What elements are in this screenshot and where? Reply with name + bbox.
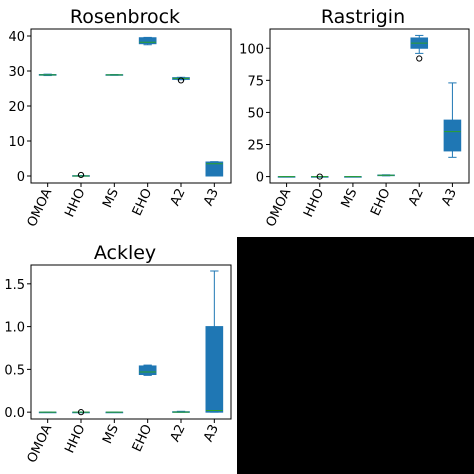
x-tick-label: OMOA xyxy=(25,186,56,229)
box-omoa xyxy=(277,176,296,178)
box-body xyxy=(205,326,224,413)
box-eho xyxy=(138,364,157,376)
x-tick-label: A3 xyxy=(439,186,460,208)
outlier-point xyxy=(77,409,85,416)
box-hho xyxy=(310,173,329,180)
empty-panel xyxy=(237,237,474,474)
y-tick-label: 10 xyxy=(8,135,25,150)
x-tick-label: HHO xyxy=(62,422,88,455)
x-tick-label: OMOA xyxy=(25,422,56,465)
y-tick-label: 0.5 xyxy=(4,363,25,378)
outlier-point xyxy=(316,173,323,180)
box-a2 xyxy=(172,410,190,413)
y-tick-label: 40 xyxy=(8,30,25,45)
chart-title: Ackley xyxy=(94,242,156,264)
outlier-point xyxy=(77,171,85,179)
x-tick-label: A3 xyxy=(201,186,222,208)
x-tick-label: OMOA xyxy=(264,186,295,229)
x-tick-label: EHO xyxy=(130,422,156,454)
y-tick-label: 50 xyxy=(247,106,264,121)
y-tick-label: 30 xyxy=(8,65,25,80)
y-tick-label: 75 xyxy=(247,74,264,89)
ackley-chart: Ackley 0.0 0.5 1.0 1.5 OMOA HHO MS EHO A2 A3 xyxy=(4,242,232,465)
y-tick-label: 0 xyxy=(17,170,25,185)
box-ms xyxy=(344,176,362,178)
x-tick-label: A2 xyxy=(168,186,189,208)
box-eho xyxy=(138,36,157,46)
rosenbrock-chart: Rosenbrock 0 10 20 30 40 OMOA HHO MS EHO A2 A3 xyxy=(8,6,232,229)
y-tick-label: 100 xyxy=(239,42,264,57)
x-tick-label: HHO xyxy=(301,186,327,219)
x-tick-label: MS xyxy=(339,186,361,210)
box-ms xyxy=(105,74,124,76)
box-body xyxy=(138,365,157,376)
box-omoa xyxy=(38,73,57,77)
box-a2 xyxy=(172,76,190,84)
x-tick-label: HHO xyxy=(62,186,88,219)
box-hho xyxy=(72,409,90,416)
x-tick-label: A2 xyxy=(406,186,427,208)
box-body xyxy=(138,37,157,45)
chart-title: Rosenbrock xyxy=(70,6,180,28)
x-tick-label: A3 xyxy=(201,422,222,444)
x-tick-label: EHO xyxy=(368,186,394,218)
box-hho xyxy=(72,171,90,179)
x-tick-label: A2 xyxy=(168,422,189,444)
box-a3 xyxy=(205,161,224,177)
rastrigin-chart: Rastrigin 0 25 50 75 100 OMOA HHO MS EHO A2 A3 xyxy=(239,6,470,229)
box-a3 xyxy=(205,270,224,413)
box-body xyxy=(205,161,224,177)
box-a2 xyxy=(410,34,429,62)
plot-frame xyxy=(30,264,232,420)
outlier-point xyxy=(416,55,423,62)
plot-frame xyxy=(30,28,232,184)
y-tick-label: 25 xyxy=(247,139,264,154)
box-omoa xyxy=(38,411,57,414)
y-tick-label: 1.5 xyxy=(4,278,25,293)
x-tick-label: MS xyxy=(100,186,122,210)
box-eho xyxy=(377,174,395,177)
box-ms xyxy=(105,411,124,414)
y-tick-label: 0 xyxy=(256,171,264,186)
chart-title: Rastrigin xyxy=(321,6,405,28)
outlier-point xyxy=(177,77,185,84)
x-tick-label: EHO xyxy=(130,186,156,218)
y-tick-label: 20 xyxy=(8,100,25,115)
y-tick-label: 1.0 xyxy=(4,321,25,336)
box-a3 xyxy=(443,82,462,158)
plot-frame xyxy=(269,28,470,184)
y-tick-label: 0.0 xyxy=(4,406,25,421)
x-tick-label: MS xyxy=(100,422,122,446)
box-body xyxy=(443,119,462,152)
